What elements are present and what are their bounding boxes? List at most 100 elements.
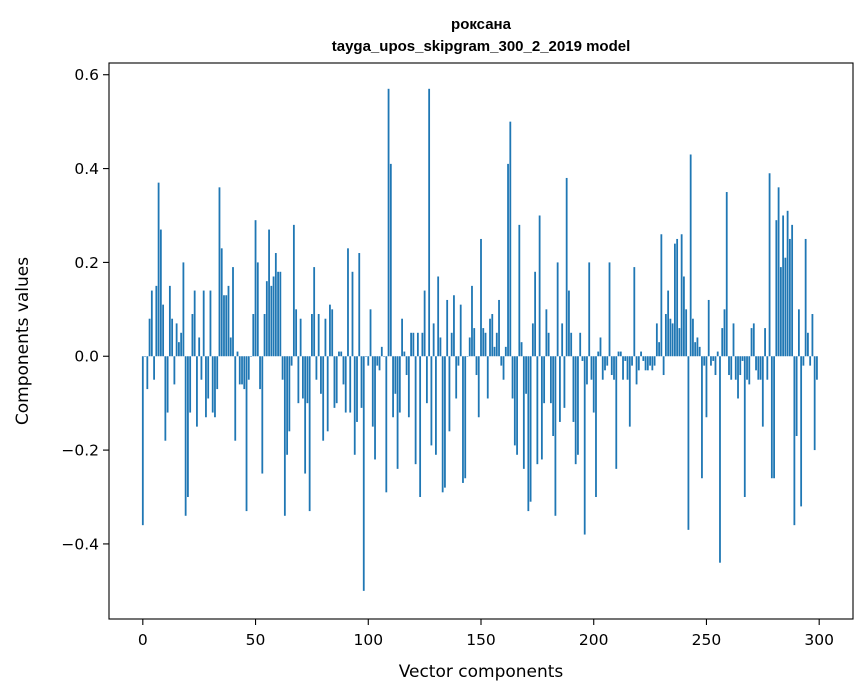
bar-128 <box>430 356 433 446</box>
x-tick-label-250: 250 <box>692 631 722 649</box>
bar-160 <box>502 356 505 380</box>
bar-293 <box>802 356 805 366</box>
bar-263 <box>734 356 737 380</box>
bar-164 <box>511 356 514 399</box>
bar-76 <box>313 267 316 357</box>
bar-233 <box>667 290 670 357</box>
y-axis-label: Components values <box>13 257 33 425</box>
bar-298 <box>813 356 816 451</box>
chart-title: роксана <box>451 16 512 33</box>
bar-150 <box>480 238 482 357</box>
y-tick-label-5: 0.6 <box>74 66 99 84</box>
bar-104 <box>376 356 379 366</box>
bar-51 <box>256 262 259 357</box>
bar-204 <box>601 356 604 380</box>
bar-258 <box>723 309 726 357</box>
bar-3 <box>148 318 151 357</box>
bar-278 <box>768 173 771 357</box>
bar-226 <box>651 356 654 371</box>
bar-139 <box>455 356 458 399</box>
bar-87 <box>338 351 340 357</box>
bar-201 <box>595 356 597 498</box>
bar-44 <box>241 356 243 385</box>
bar-280 <box>773 356 775 479</box>
bar-141 <box>459 304 462 357</box>
bar-11 <box>166 356 169 413</box>
bar-203 <box>599 337 602 357</box>
bar-58 <box>272 276 275 357</box>
bar-257 <box>721 328 724 357</box>
bar-218 <box>633 267 636 357</box>
bar-96 <box>358 253 361 357</box>
bar-272 <box>755 356 757 371</box>
bar-46 <box>245 356 248 512</box>
bar-71 <box>301 356 304 399</box>
bar-6 <box>155 285 158 357</box>
bar-115 <box>401 318 403 357</box>
bar-186 <box>561 323 564 357</box>
bar-85 <box>333 356 336 408</box>
bar-117 <box>405 356 408 376</box>
bar-214 <box>624 356 627 361</box>
bar-5 <box>153 356 155 380</box>
bar-196 <box>583 356 586 535</box>
bar-103 <box>374 356 376 460</box>
bar-274 <box>759 356 762 380</box>
y-tick-label-0: −0.4 <box>61 535 99 553</box>
bar-200 <box>592 356 595 413</box>
bar-18 <box>182 262 185 357</box>
bar-1 <box>144 356 146 357</box>
bar-162 <box>507 163 509 357</box>
bar-230 <box>660 234 663 357</box>
bar-159 <box>500 356 503 366</box>
bar-213 <box>622 356 624 380</box>
bar-116 <box>403 351 406 357</box>
bar-97 <box>360 356 363 408</box>
bar-283 <box>779 267 782 357</box>
bar-34 <box>218 187 221 357</box>
bar-20 <box>187 356 189 498</box>
bar-4 <box>150 290 153 357</box>
bar-28 <box>205 356 207 418</box>
bar-259 <box>725 192 728 357</box>
bar-268 <box>746 356 748 380</box>
bar-40 <box>232 267 234 357</box>
bar-24 <box>196 356 198 427</box>
bar-267 <box>743 356 746 498</box>
bar-137 <box>450 332 453 357</box>
bar-277 <box>766 356 769 380</box>
bar-63 <box>283 356 286 516</box>
bar-228 <box>655 323 658 357</box>
bar-239 <box>680 234 683 357</box>
bar-64 <box>286 356 289 455</box>
x-axis-ticks: 0 50 100 150 200 250 300 <box>138 619 834 649</box>
bar-121 <box>414 356 417 465</box>
bar-0 <box>141 356 144 526</box>
bar-69 <box>297 356 300 404</box>
bar-217 <box>631 356 633 366</box>
bar-262 <box>732 323 735 357</box>
bar-211 <box>617 351 620 357</box>
bar-60 <box>277 271 279 357</box>
x-tick-label-0: 0 <box>138 631 148 649</box>
bar-98 <box>362 356 365 591</box>
bar-38 <box>227 285 230 357</box>
bar-234 <box>669 318 672 357</box>
bar-170 <box>525 356 527 394</box>
bar-250 <box>705 356 708 418</box>
bar-65 <box>288 356 291 432</box>
bar-212 <box>619 351 622 357</box>
bar-111 <box>392 356 394 418</box>
bar-180 <box>547 332 550 357</box>
bar-123 <box>419 356 422 498</box>
bar-168 <box>520 342 523 357</box>
bar-220 <box>637 356 640 371</box>
bar-13 <box>171 318 174 357</box>
bar-253 <box>712 356 715 361</box>
bar-191 <box>572 356 575 422</box>
bar-269 <box>748 356 751 385</box>
bar-119 <box>410 332 413 357</box>
x-tick-label-100: 100 <box>353 631 383 649</box>
bar-232 <box>664 314 667 357</box>
bar-59 <box>274 253 277 357</box>
